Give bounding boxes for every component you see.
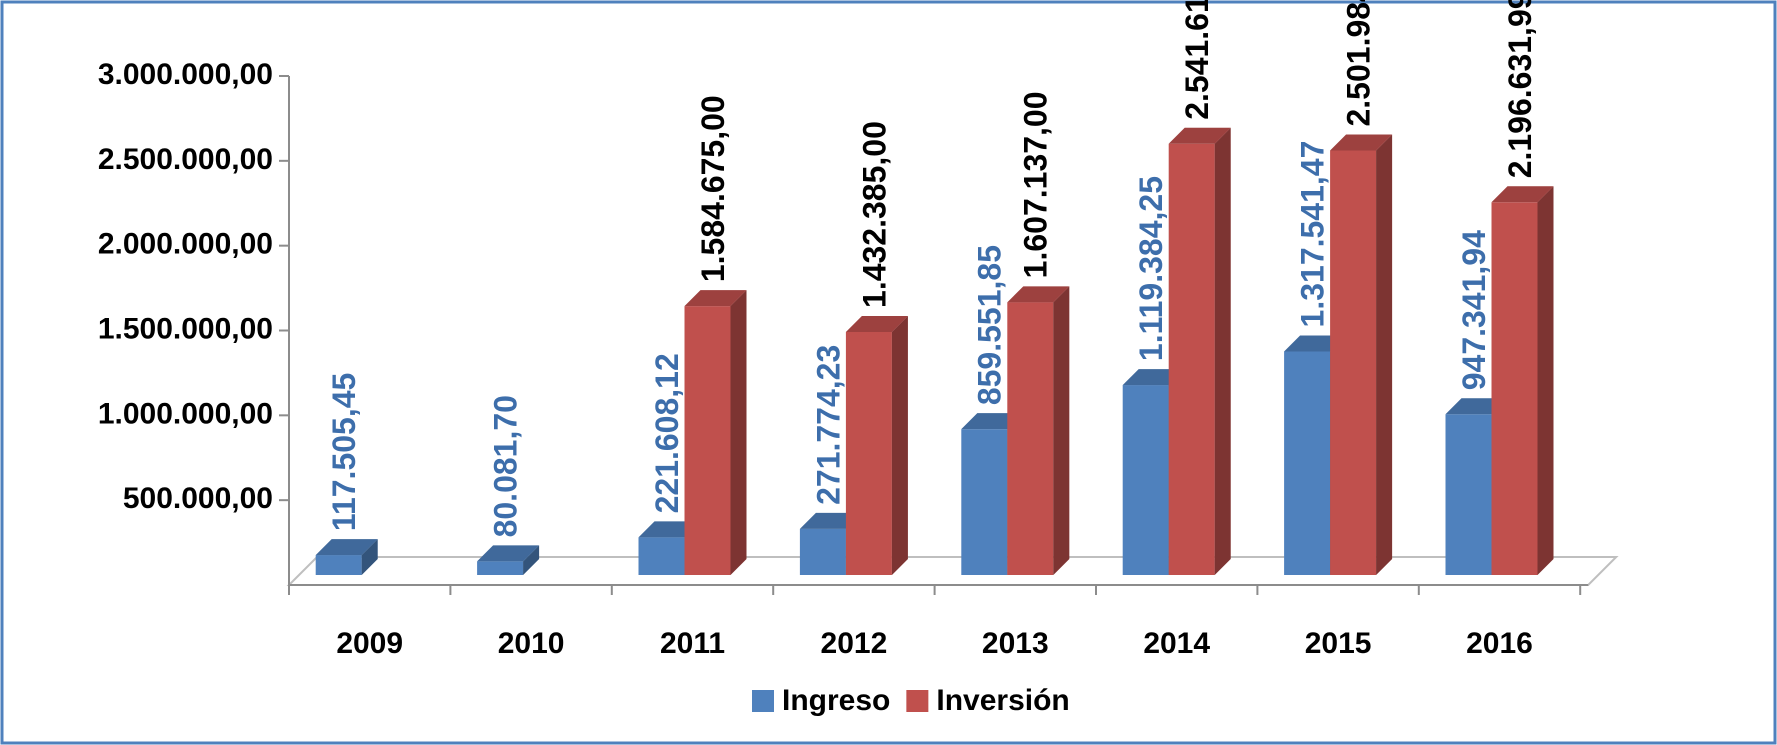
x-tick-label: 2014 [1143,627,1210,660]
bar-front [477,561,524,575]
bar-top [1330,134,1393,151]
bar-side-shade [1053,286,1070,575]
bar-top-shade [684,290,747,307]
bar-side [1376,134,1393,575]
x-tick-label: 2010 [498,627,565,660]
bar-side-shade [1214,127,1231,575]
bar-front [799,528,846,575]
data-label: 1.317.541,47 [1295,141,1331,328]
bar-top-shade [1330,134,1393,151]
bar-top-shade [477,545,540,562]
bar-top-shade [1168,127,1231,144]
data-label: 271.774,23 [810,345,846,505]
bar-front [1491,202,1538,575]
bar-side-shade [891,315,908,575]
bar-top [1491,186,1554,203]
bar [477,545,540,575]
data-label: 2.501.984,07 [1341,0,1377,126]
data-label: 2.541.619,00 [1179,0,1215,120]
bar-top [845,315,908,332]
bar-top-shade [1007,286,1070,303]
bar [1007,286,1070,575]
bar-front [1007,302,1054,575]
bar-top [477,545,540,562]
bar-top-shade [1491,186,1554,203]
data-label: 1.607.137,00 [1018,91,1054,278]
x-tick-label: 2012 [821,627,888,660]
bar-front [1445,414,1492,575]
bar-top-shade [315,539,378,556]
bar [1330,134,1393,575]
bar-side [891,315,908,575]
bar-side [1053,286,1070,575]
y-tick-label: 1.500.000,00 [98,312,273,345]
bar-front [1122,385,1169,575]
bar-side-shade [523,545,540,575]
bar-front [638,537,685,575]
legend-swatch [752,690,774,712]
legend-label: Ingreso [782,684,890,717]
data-label: 1.584.675,00 [695,95,731,282]
y-tick-label: 2.500.000,00 [98,143,273,176]
bar-top-shade [845,315,908,332]
bar-side-shade [1376,134,1393,575]
bar-side [730,290,747,575]
data-label: 859.551,85 [972,245,1008,405]
bar-side-shade [1537,186,1554,575]
bar [845,315,908,575]
legend-swatch [906,690,929,712]
data-label: 117.505,45 [326,373,362,531]
x-tick-label: 2011 [660,627,725,660]
legend-label: Inversión [936,684,1069,717]
bar-front [845,331,892,575]
bar-front [315,555,362,575]
data-label: 221.608,12 [649,353,685,513]
data-label: 2.196.631,99 [1502,0,1538,178]
bar-side [361,539,378,575]
data-label: 947.341,94 [1456,230,1492,390]
x-tick-label: 2015 [1305,627,1372,660]
bar-top [1007,286,1070,303]
bar [315,539,378,575]
y-tick-label: 2.000.000,00 [98,228,273,261]
y-tick-label: 500.000,00 [123,482,273,515]
x-tick-label: 2009 [336,627,403,660]
data-label: 1.119.384,25 [1133,176,1169,361]
bar-top [1168,127,1231,144]
bar [1491,186,1554,575]
bar-side [1537,186,1554,575]
y-tick-label: 1.000.000,00 [98,397,273,430]
bar-top [315,539,378,556]
bar-side-shade [730,290,747,575]
bar-side [523,545,540,575]
data-label: 80.081,70 [488,395,524,537]
bar-front [1284,351,1331,575]
bar [1168,127,1231,575]
x-tick-label: 2016 [1466,627,1533,660]
bar-top [684,290,747,307]
x-tick-label: 2013 [982,627,1049,660]
bar-front [1330,150,1377,575]
bar [684,290,747,575]
data-label: 1.432.385,00 [856,121,892,308]
bar-front [684,306,731,575]
bar-front [1168,143,1215,575]
bar-side-shade [361,539,378,575]
bar-side [1214,127,1231,575]
bar-front [961,429,1008,575]
y-tick-label: 3.000.000,00 [98,58,273,91]
